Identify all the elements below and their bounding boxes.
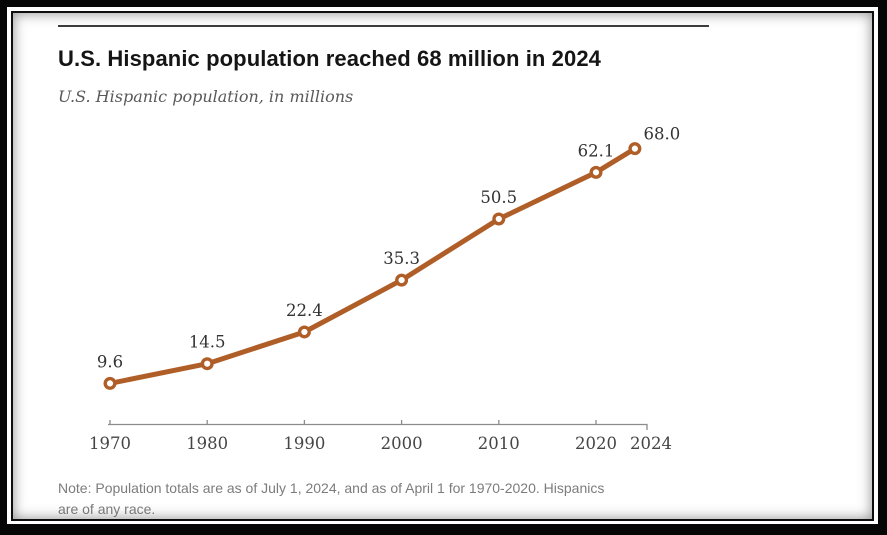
data-point-marker (103, 376, 117, 390)
data-point-value: 14.5 (189, 333, 226, 352)
data-point-marker (200, 357, 214, 371)
x-axis-label: 2010 (478, 434, 520, 453)
data-point-value: 9.6 (97, 352, 123, 371)
x-axis-label: 1990 (283, 434, 325, 453)
chart-subtitle: U.S. Hispanic population, in millions (58, 87, 354, 106)
data-point-marker (589, 165, 603, 179)
data-point-value: 62.1 (578, 141, 615, 160)
chart-note-line1: Note: Population totals are as of July 1… (58, 480, 605, 496)
x-axis (108, 423, 648, 430)
chart-note-line2: are of any race. (58, 501, 156, 517)
x-axis-label: 1970 (89, 434, 131, 453)
x-axis-label: 1980 (186, 434, 228, 453)
x-axis-label: 2024 (630, 434, 672, 453)
chart-title: U.S. Hispanic population reached 68 mill… (58, 46, 602, 71)
data-point-marker (492, 212, 506, 226)
chart-note: Note: Population totals are as of July 1… (58, 478, 604, 520)
data-point-marker (297, 325, 311, 339)
x-axis-label: 2020 (575, 434, 617, 453)
data-point-value: 22.4 (286, 301, 323, 320)
data-point-value: 50.5 (480, 188, 517, 207)
data-point-marker (395, 273, 409, 287)
data-point-value: 35.3 (383, 249, 420, 268)
top-rule (58, 25, 709, 27)
x-axis-label: 2000 (381, 434, 423, 453)
data-point-marker (628, 142, 642, 156)
data-point-value: 68.0 (644, 125, 681, 144)
